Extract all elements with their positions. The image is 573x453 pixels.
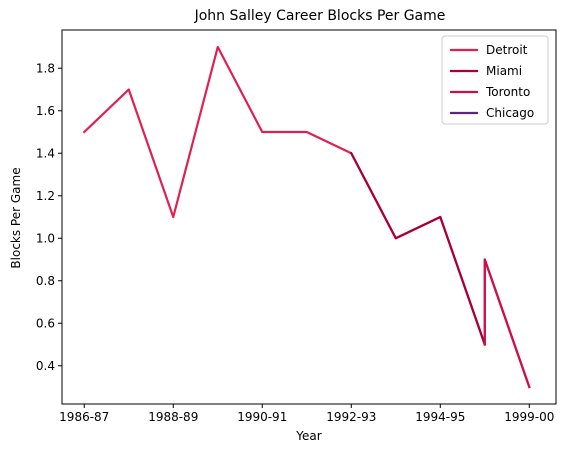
axes-frame [61,29,557,405]
y-tick-label: 1.2 [36,189,55,203]
legend-label-chicago: Chicago [486,106,534,120]
x-axis-label: Year [295,429,321,443]
y-tick-label: 1.8 [36,61,55,75]
legend-label-toronto: Toronto [485,85,530,99]
y-tick-label: 1.6 [36,104,55,118]
legend-label-miami: Miami [486,64,522,78]
y-tick-label: 0.8 [36,274,55,288]
y-tick-label: 0.4 [36,359,55,373]
chart-title: John Salley Career Blocks Per Game [194,8,446,24]
plot-area: 1986-87 1988-89 1990-91 1992-93 1994-95 1999-… [36,29,557,424]
legend-label-detroit: Detroit [486,43,528,57]
x-tick-label: 1986-87 [59,410,109,424]
y-tick-label: 0.6 [36,316,55,330]
x-tick-label: 1990-91 [237,410,287,424]
x-tick-label: 1999-00 [504,410,554,424]
legend: Detroit Miami Toronto Chicago [441,35,549,125]
y-tick-label: 1.4 [36,146,55,160]
series-line-toronto [483,258,531,389]
x-tick-label: 1992-93 [326,410,376,424]
x-tick-label: 1994-95 [415,410,465,424]
series-line-miami [349,151,487,346]
y-axis-label: Blocks Per Game [9,167,23,268]
x-tick-label: 1988-89 [148,410,198,424]
legend-box [441,35,549,125]
y-tick-label: 1.0 [36,231,55,245]
